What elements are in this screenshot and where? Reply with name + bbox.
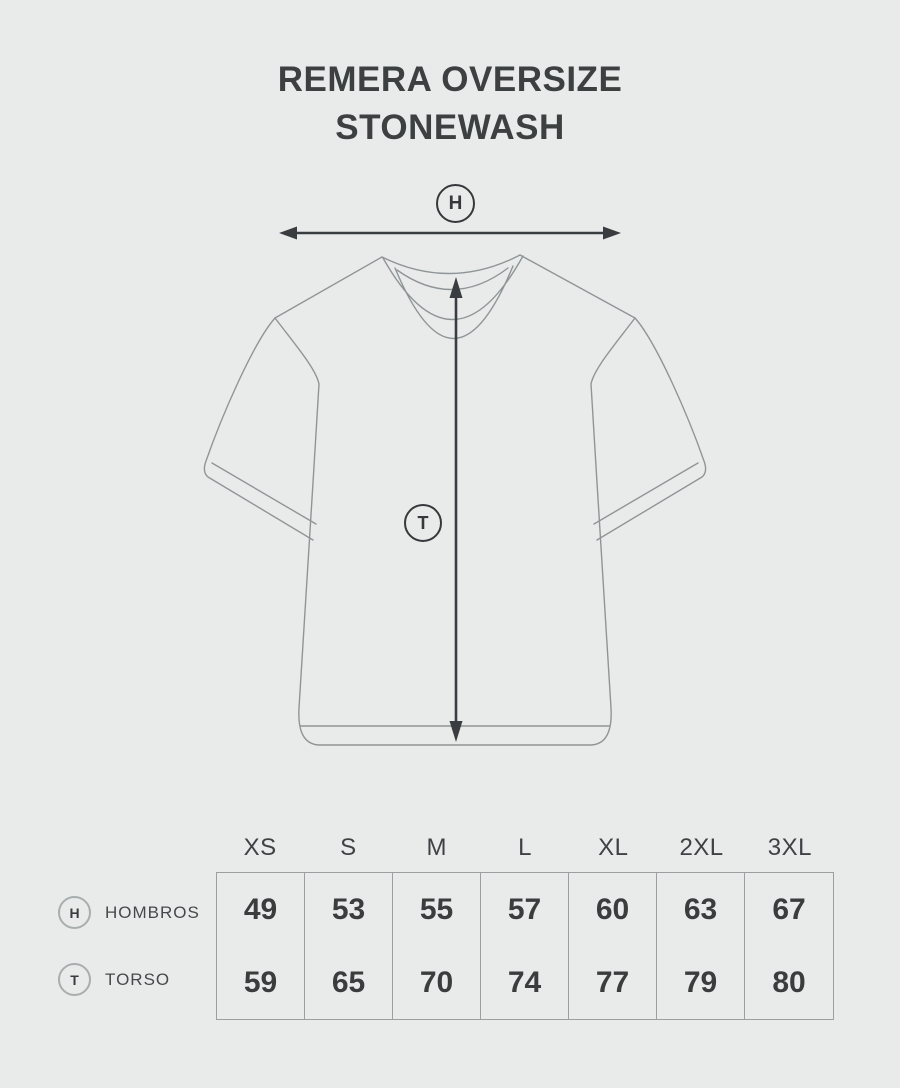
right-sleeve [596,317,707,541]
size-label-m: M [426,834,447,861]
table-cell: 74 [507,965,542,999]
left-sleeve [203,317,314,541]
table-cell: 53 [331,892,366,926]
table-cell: 60 [595,892,630,926]
measurement-arrows [279,226,621,742]
left-cuff-seam [211,462,317,525]
arrow-right-tip [603,226,621,240]
table-column-s: 53 65 [305,873,393,1019]
table-cell: 67 [772,892,806,926]
table-column-xl: 60 77 [569,873,657,1019]
collar-line [396,267,509,291]
collar-line [394,265,514,340]
body-outline [274,317,636,746]
table-cell: 59 [243,965,278,999]
shoulder-marker-letter: H [448,192,463,214]
size-label-xl: XL [598,834,629,861]
arrow-down-tip [449,721,463,742]
shoulder-marker-badge: H [436,184,475,223]
collar-line [381,254,521,275]
table-cell: 65 [331,965,366,999]
torso-label: TORSO [105,969,171,989]
size-label-s: S [340,834,357,861]
table-cell: 55 [419,892,454,926]
table-column-l: 57 74 [481,873,569,1019]
page-title-line2: STONEWASH [335,108,565,147]
shoulder-seam [274,256,383,319]
torso-marker-letter: T [417,512,429,533]
arrow-up-tip [449,277,463,298]
legend-row-torso: T TORSO [58,963,170,996]
arrow-left-tip [279,226,297,240]
size-header-row: XS S M L XL 2XL 3XL [216,834,834,862]
torso-marker-badge: T [404,504,442,542]
legend-row-hombros: H HOMBROS [58,896,200,929]
size-label-3xl: 3XL [767,834,812,861]
table-column-xs: 49 59 [217,873,305,1019]
hombros-key-letter: H [69,904,80,921]
size-label-l: L [518,834,532,861]
size-label-xs: XS [243,834,277,861]
page-title: REMERA OVERSIZE STONEWASH [0,56,900,152]
page-title-line1: REMERA OVERSIZE [277,60,623,99]
table-column-m: 55 70 [393,873,481,1019]
table-cell: 70 [419,965,454,999]
table-cell: 77 [595,965,630,999]
right-cuff-seam [593,462,699,525]
size-table: 49 59 53 65 55 70 57 74 60 77 63 79 67 8… [216,872,834,1020]
table-cell: 79 [683,965,718,999]
torso-key-letter: T [70,971,79,988]
table-cell: 49 [243,892,278,926]
table-cell: 80 [772,965,806,999]
hombros-key-icon: H [58,896,91,929]
table-column-3xl: 67 80 [745,873,833,1019]
shoulder-seam [519,254,636,319]
table-cell: 57 [507,892,542,926]
torso-key-icon: T [58,963,91,996]
tshirt-measurement-diagram [203,226,707,746]
table-cell: 63 [683,892,718,926]
hombros-label: HOMBROS [105,902,200,922]
size-label-2xl: 2XL [679,834,724,861]
table-column-2xl: 63 79 [657,873,745,1019]
